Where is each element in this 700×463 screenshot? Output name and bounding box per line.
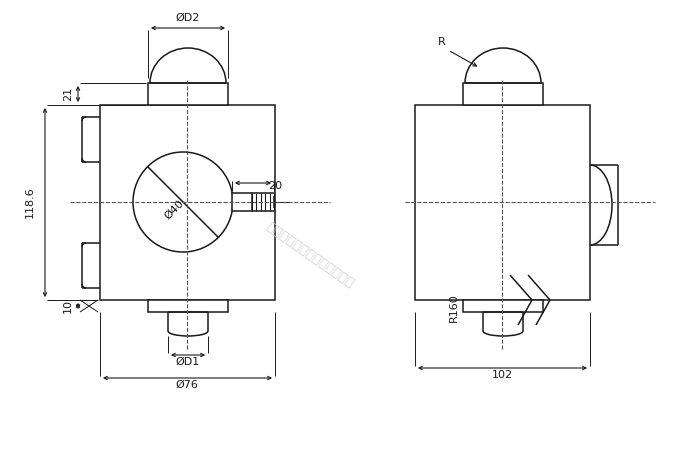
Bar [148, 300, 228, 312]
Text: 102: 102 [491, 370, 512, 380]
Text: 10: 10 [63, 299, 73, 313]
Text: 21: 21 [63, 87, 73, 101]
Text: R: R [438, 37, 446, 47]
Bar [100, 105, 275, 300]
Bar [463, 300, 543, 312]
Text: 20: 20 [268, 181, 282, 191]
Bar [463, 83, 543, 105]
Text: Ø76: Ø76 [176, 380, 198, 390]
Text: R160: R160 [449, 294, 459, 322]
Bar [148, 83, 228, 105]
Text: ØD2: ØD2 [176, 13, 200, 23]
Bar [232, 193, 252, 211]
Bar [415, 105, 590, 300]
Text: 广州众鑫自动化科技有限公司: 广州众鑫自动化科技有限公司 [264, 220, 356, 290]
Text: Ø40: Ø40 [162, 198, 186, 222]
Text: ØD1: ØD1 [176, 357, 200, 367]
Text: 118.6: 118.6 [25, 186, 35, 218]
